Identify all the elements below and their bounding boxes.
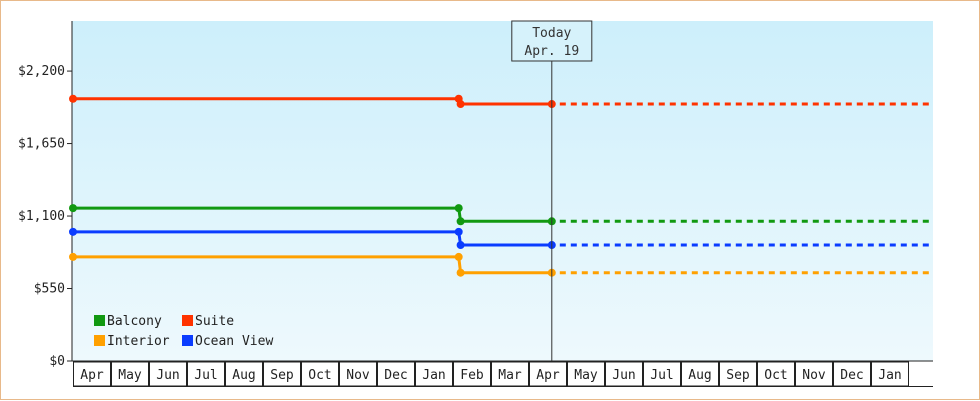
x-tick-label: Aug [688, 368, 711, 383]
x-tick-label: Dec [384, 368, 407, 383]
today-date: Apr. 19 [524, 44, 579, 59]
y-tick-label: $1,100 [18, 209, 65, 224]
plot-background [72, 21, 933, 361]
x-tick-label: Sep [726, 368, 750, 383]
x-tick-label: Apr [536, 368, 560, 383]
legend-swatch-balcony [94, 315, 105, 326]
today-box [511, 20, 593, 62]
x-tick-label: Apr [80, 368, 104, 383]
x-month-box [719, 361, 757, 387]
x-tick-label: Mar [498, 368, 522, 383]
x-month-box [149, 361, 187, 387]
legend-swatch-ocean-view [182, 335, 193, 346]
x-month-box [415, 361, 453, 387]
legend-label-ocean-view: Ocean View [195, 334, 273, 349]
y-tick-label: $550 [34, 282, 65, 297]
data-point-interior [456, 268, 465, 277]
y-tick-label: $2,200 [18, 64, 65, 79]
x-month-box [567, 361, 605, 387]
x-month-box [263, 361, 301, 387]
x-tick-label: Oct [764, 368, 787, 383]
x-tick-label: Jun [156, 368, 179, 383]
x-tick-label: May [118, 368, 142, 383]
data-point-suite [456, 100, 465, 109]
x-month-box [681, 361, 719, 387]
x-month-box [643, 361, 681, 387]
today-title: Today [532, 26, 571, 41]
x-tick-label: Nov [346, 368, 370, 383]
series-line-ocean-view [73, 230, 552, 247]
x-month-box [225, 361, 263, 387]
x-tick-label: Jun [612, 368, 635, 383]
x-tick-label: Sep [270, 368, 294, 383]
x-tick-label: Oct [308, 368, 331, 383]
legend-label-balcony: Balcony [107, 314, 162, 329]
series-interior [69, 252, 933, 277]
data-point-ocean-view [456, 241, 465, 250]
legend-label-suite: Suite [195, 314, 234, 329]
x-tick-label: Jul [650, 368, 673, 383]
data-point-balcony [454, 204, 463, 213]
data-point-ocean-view [454, 227, 463, 236]
data-point-ocean-view [69, 227, 77, 236]
data-point-interior [69, 252, 77, 261]
y-tick-label: $0 [49, 354, 65, 369]
x-month-box [111, 361, 149, 387]
x-tick-label: Jan [422, 368, 445, 383]
x-tick-label: Feb [460, 368, 484, 383]
x-month-box [757, 361, 795, 387]
x-month-box [339, 361, 377, 387]
x-tick-label: Dec [840, 368, 863, 383]
x-tick-label: Jan [878, 368, 901, 383]
legend-swatch-suite [182, 315, 193, 326]
data-point-balcony [456, 217, 465, 226]
legend-label-interior: Interior [107, 334, 170, 349]
series-line-interior [73, 255, 552, 275]
data-point-balcony [69, 204, 77, 213]
legend-swatch-interior [94, 335, 105, 346]
y-tick-label: $1,650 [18, 137, 65, 152]
data-point-suite [69, 94, 77, 103]
series-balcony [69, 204, 933, 226]
x-month-box [491, 361, 529, 387]
series-line-balcony [73, 206, 552, 223]
x-tick-label: Jul [194, 368, 217, 383]
data-point-interior [454, 252, 463, 261]
x-month-box [453, 361, 491, 387]
x-month-box [605, 361, 643, 387]
series-ocean-view [69, 227, 933, 250]
x-tick-label: Aug [232, 368, 255, 383]
x-tick-label: Nov [802, 368, 826, 383]
x-tick-label: May [574, 368, 598, 383]
x-month-box [301, 361, 339, 387]
